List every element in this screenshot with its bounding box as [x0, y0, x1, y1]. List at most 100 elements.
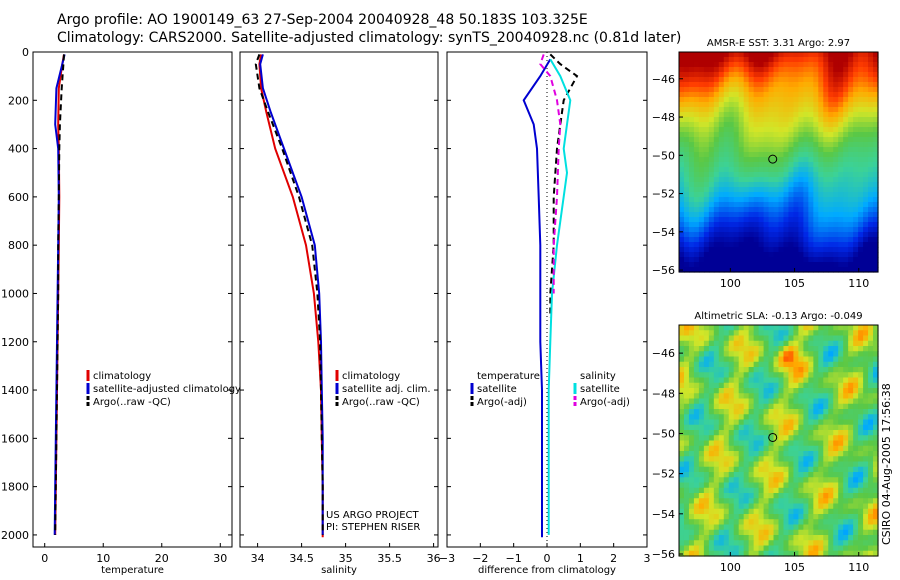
sst-map-cell	[788, 162, 795, 168]
sla-map-cell	[848, 466, 854, 473]
sst-map-cell	[738, 182, 745, 188]
sla-map-cell	[703, 377, 710, 384]
sla-map-cell	[693, 493, 700, 499]
sst-map-cell	[863, 92, 869, 98]
sst-map-cell	[748, 127, 755, 133]
sla-map-cell	[848, 435, 854, 442]
sla-map-cell	[868, 356, 874, 363]
sla-map-cell	[753, 440, 760, 447]
sla-map-cell	[693, 346, 700, 352]
sst-map-cell	[708, 82, 715, 88]
sla-map-cell	[863, 351, 869, 358]
sla-map-ytick-label: −56	[652, 548, 675, 561]
sst-map-cell	[813, 267, 819, 273]
sla-map-cell	[718, 503, 725, 510]
sst-map-cell	[753, 122, 760, 128]
sst-map-cell	[793, 77, 799, 83]
sla-map-cell	[723, 346, 730, 352]
sla-map-cell	[818, 435, 824, 442]
sst-map-cell	[679, 182, 685, 188]
sla-map-cell	[703, 430, 710, 436]
sst-map-cell	[808, 112, 814, 118]
sst-map-cell	[708, 147, 715, 153]
sla-map-cell	[863, 529, 869, 536]
sst-map-cell	[703, 227, 710, 233]
sla-map-cell	[773, 545, 780, 552]
sla-map-cell	[818, 493, 824, 499]
sst-map-cell	[853, 172, 859, 178]
sst-map-cell	[783, 217, 790, 223]
sla-map-cell	[768, 414, 775, 421]
sst-map-cell	[698, 157, 705, 163]
sst-map-cell	[863, 87, 869, 93]
sla-map-cell	[873, 367, 879, 373]
sla-map-cell	[683, 346, 690, 352]
sst-map-cell	[863, 112, 869, 118]
sla-map-cell	[688, 487, 695, 494]
sla-map-cell	[688, 472, 695, 478]
sst-map-cell	[743, 187, 750, 193]
sst-map-cell	[818, 262, 824, 268]
sla-map-cell	[743, 487, 750, 494]
sst-map-cell	[788, 232, 795, 238]
sst-map-cell	[718, 242, 725, 248]
sla-map-cell	[773, 477, 780, 484]
sst-map-cell	[718, 182, 725, 188]
sla-map-cell	[738, 461, 745, 468]
sst-map-cell	[713, 167, 720, 173]
sla-map-cell	[679, 487, 685, 494]
sla-map-cell	[803, 351, 809, 358]
sst-map-cell	[788, 117, 795, 123]
sst-map-cell	[688, 247, 695, 253]
sst-map-cell	[683, 92, 690, 98]
sst-map-cell	[698, 167, 705, 173]
sst-map-cell	[743, 132, 750, 138]
sst-map-cell	[818, 172, 824, 178]
sla-map-cell	[788, 398, 795, 405]
sla-map-cell	[808, 351, 814, 358]
sla-map-cell	[798, 414, 804, 421]
sla-map-cell	[858, 414, 864, 421]
sla-map-cell	[758, 372, 765, 379]
sla-map-cell	[713, 388, 720, 394]
sla-map-cell	[873, 503, 879, 510]
sla-map-cell	[679, 361, 685, 368]
sla-map-cell	[853, 393, 859, 400]
sst-map-cell	[688, 157, 695, 163]
sla-map-cell	[828, 372, 834, 379]
sst-map-cell	[858, 57, 864, 63]
sla-map-cell	[693, 356, 700, 363]
sst-map-cell	[758, 192, 765, 198]
sst-map-cell	[773, 102, 780, 108]
sst-map-cell	[718, 197, 725, 203]
sst-map-cell	[813, 142, 819, 148]
sst-map-cell	[873, 112, 879, 118]
sst-map-cell	[778, 127, 785, 133]
sla-map-cell	[778, 524, 785, 531]
sla-map-cell	[758, 419, 765, 426]
sla-map-cell	[718, 514, 725, 520]
sla-map-cell	[833, 529, 839, 536]
sla-map-cell	[679, 409, 685, 415]
sla-map-cell	[793, 398, 799, 405]
sla-map-cell	[798, 361, 804, 368]
sst-map-cell	[808, 62, 814, 68]
sla-map-cell	[843, 346, 849, 352]
sla-map-cell	[798, 346, 804, 352]
sst-map-cell	[763, 192, 770, 198]
sla-map-cell	[698, 519, 705, 526]
sla-map-cell	[698, 346, 705, 352]
sla-map-cell	[823, 487, 829, 494]
sla-map-cell	[683, 508, 690, 515]
sst-map-cell	[688, 267, 695, 273]
sla-map-cell	[868, 367, 874, 373]
sst-map-cell	[683, 112, 690, 118]
sst-map-cell	[753, 132, 760, 138]
sst-map-cell	[843, 102, 849, 108]
sla-map-cell	[783, 325, 790, 331]
sst-map-cell	[703, 162, 710, 168]
sst-map-cell	[788, 57, 795, 63]
sla-map-cell	[848, 482, 854, 489]
sla-map-cell	[838, 487, 844, 494]
sst-map-cell	[758, 137, 765, 143]
